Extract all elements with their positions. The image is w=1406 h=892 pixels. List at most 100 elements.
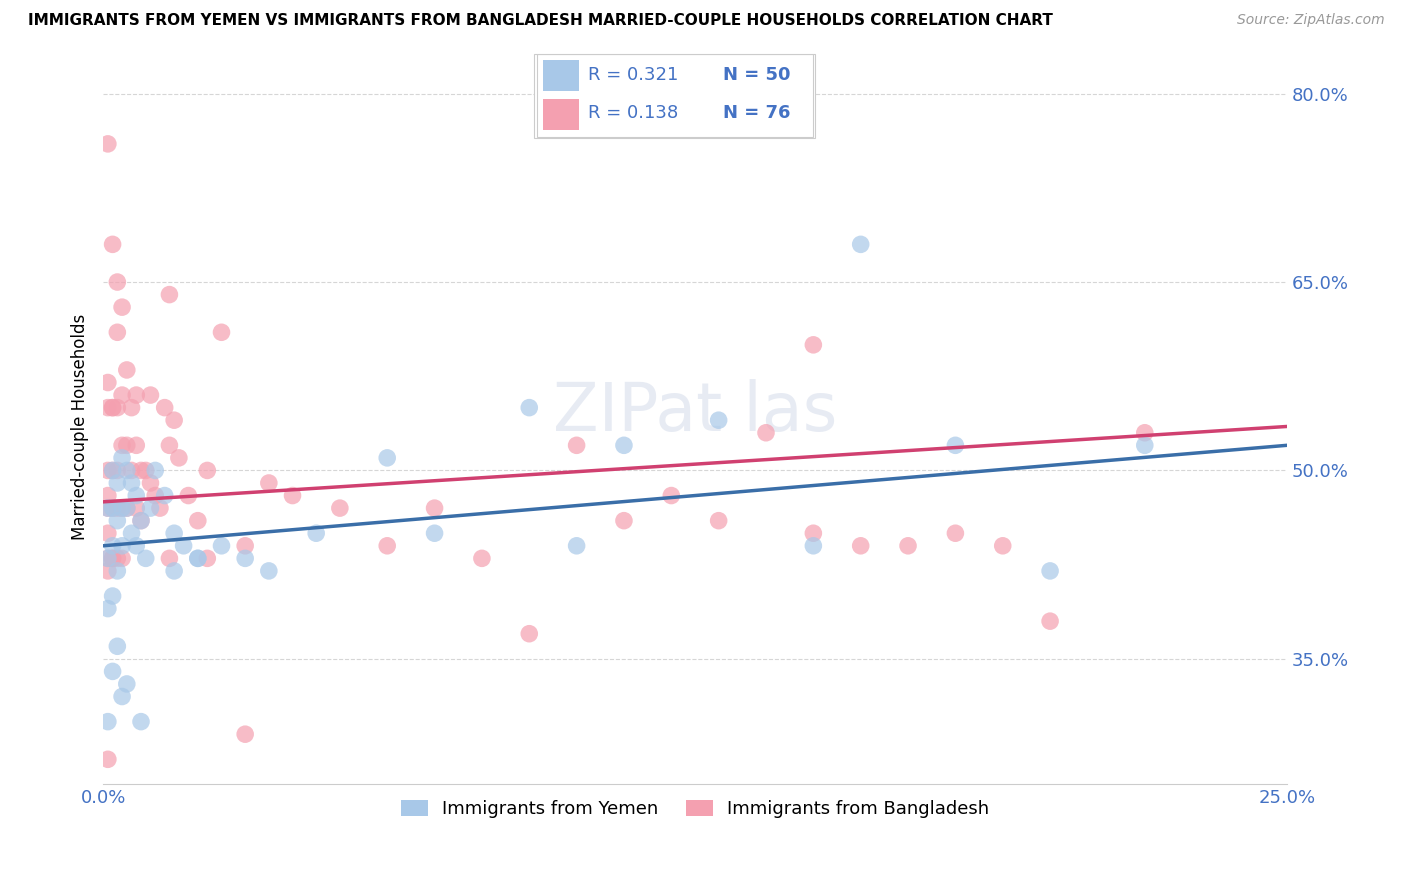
Point [101, 501, 124, 516]
Point [105, 501, 128, 516]
Point [97, 463, 120, 477]
Point [101, 237, 124, 252]
Point [755, 425, 778, 440]
Point [281, 489, 304, 503]
Point [1133, 438, 1156, 452]
Point [125, 489, 148, 503]
Point [97, 501, 120, 516]
Point [565, 438, 588, 452]
Point [125, 539, 148, 553]
Point [101, 501, 124, 516]
Point [945, 526, 967, 541]
Point [233, 727, 256, 741]
Point [101, 463, 124, 477]
Point [97, 401, 120, 415]
Point [97, 601, 120, 615]
Point [125, 501, 148, 516]
Point [101, 551, 124, 566]
Point [97, 752, 120, 766]
Point [613, 438, 636, 452]
Point [139, 475, 162, 490]
Point [801, 338, 824, 352]
Point [111, 551, 134, 566]
Point [97, 136, 120, 151]
Point [1039, 614, 1062, 628]
Point [105, 463, 128, 477]
Point [849, 237, 872, 252]
Point [105, 640, 128, 654]
Point [125, 388, 148, 402]
Point [517, 401, 540, 415]
Point [849, 539, 872, 553]
Y-axis label: Married-couple Households: Married-couple Households [72, 313, 89, 540]
Point [129, 514, 152, 528]
Point [97, 376, 120, 390]
Text: ZIPat las: ZIPat las [553, 379, 837, 445]
Point [1039, 564, 1062, 578]
Point [97, 501, 120, 516]
Point [517, 626, 540, 640]
Point [211, 539, 233, 553]
Point [101, 665, 124, 679]
Point [129, 463, 152, 477]
Point [143, 489, 166, 503]
Point [565, 539, 588, 553]
Text: IMMIGRANTS FROM YEMEN VS IMMIGRANTS FROM BANGLADESH MARRIED-COUPLE HOUSEHOLDS CO: IMMIGRANTS FROM YEMEN VS IMMIGRANTS FROM… [28, 13, 1053, 29]
Point [187, 514, 209, 528]
Point [121, 475, 143, 490]
Point [143, 463, 166, 477]
Point [111, 450, 134, 465]
Point [97, 551, 120, 566]
Point [101, 589, 124, 603]
Point [101, 539, 124, 553]
Point [139, 501, 162, 516]
Point [423, 501, 446, 516]
Point [129, 714, 152, 729]
Point [149, 501, 172, 516]
Text: R = 0.321: R = 0.321 [588, 66, 678, 84]
Point [257, 475, 280, 490]
Text: N = 76: N = 76 [723, 104, 790, 122]
Point [121, 526, 143, 541]
Point [111, 501, 134, 516]
Point [111, 300, 134, 314]
Point [707, 413, 730, 427]
Point [233, 551, 256, 566]
Point [187, 551, 209, 566]
Point [233, 539, 256, 553]
Point [707, 514, 730, 528]
Point [177, 489, 200, 503]
Point [121, 401, 143, 415]
Text: N = 50: N = 50 [723, 66, 790, 84]
Point [105, 475, 128, 490]
Point [105, 326, 128, 340]
Point [329, 501, 352, 516]
Point [163, 564, 186, 578]
Point [105, 401, 128, 415]
Point [423, 526, 446, 541]
Point [375, 539, 398, 553]
Point [97, 564, 120, 578]
Point [305, 526, 328, 541]
Legend: Immigrants from Yemen, Immigrants from Bangladesh: Immigrants from Yemen, Immigrants from B… [394, 793, 997, 825]
Point [105, 514, 128, 528]
Point [135, 463, 157, 477]
Point [111, 388, 134, 402]
Point [97, 551, 120, 566]
Point [153, 489, 176, 503]
Point [111, 539, 134, 553]
Point [129, 514, 152, 528]
Point [115, 438, 138, 452]
Point [115, 501, 138, 516]
Point [101, 401, 124, 415]
Point [1133, 425, 1156, 440]
Bar [543, 99, 579, 130]
Point [97, 714, 120, 729]
Point [257, 564, 280, 578]
Point [173, 539, 195, 553]
Point [163, 526, 186, 541]
Point [167, 450, 190, 465]
Point [111, 501, 134, 516]
Point [991, 539, 1014, 553]
Point [471, 551, 494, 566]
